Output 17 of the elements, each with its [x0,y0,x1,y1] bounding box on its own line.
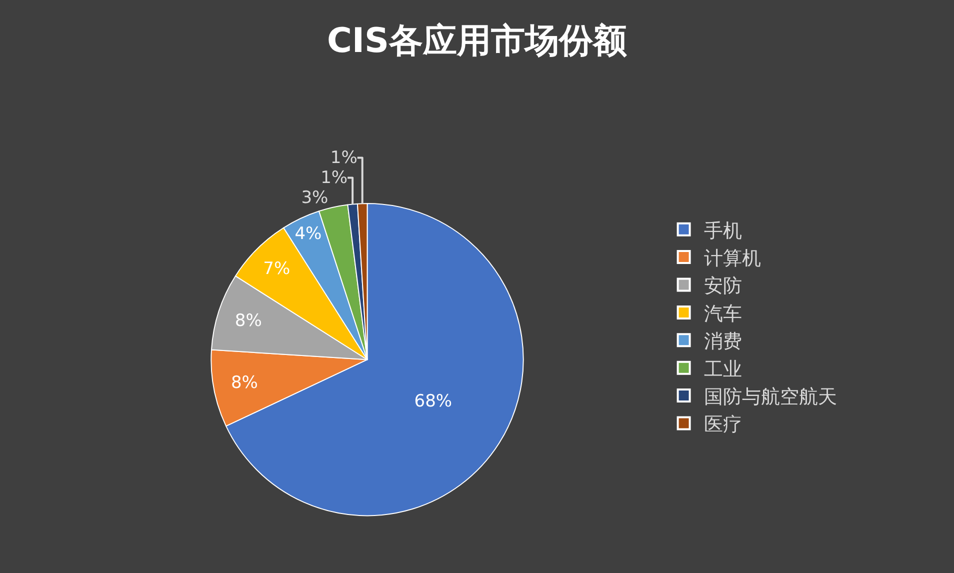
legend-label: 手机 [704,220,742,242]
chart-title: CIS各应用市场份额 [326,21,628,62]
data-label: 8% [234,310,262,331]
data-label: 4% [294,224,322,244]
legend-label: 医疗 [704,414,742,436]
legend-label: 安防 [704,275,742,298]
data-label: 7% [263,259,290,280]
data-label: 1% [320,168,348,188]
data-label: 3% [301,188,328,208]
data-label: 68% [414,391,452,412]
legend-label: 汽车 [704,302,742,325]
legend-label: 消费 [704,330,742,353]
data-label: 8% [230,373,258,394]
legend-label: 计算机 [704,247,761,270]
data-label: 1% [330,148,358,168]
legend-label: 国防与航空航天 [704,386,837,408]
legend-label: 工业 [704,358,742,380]
